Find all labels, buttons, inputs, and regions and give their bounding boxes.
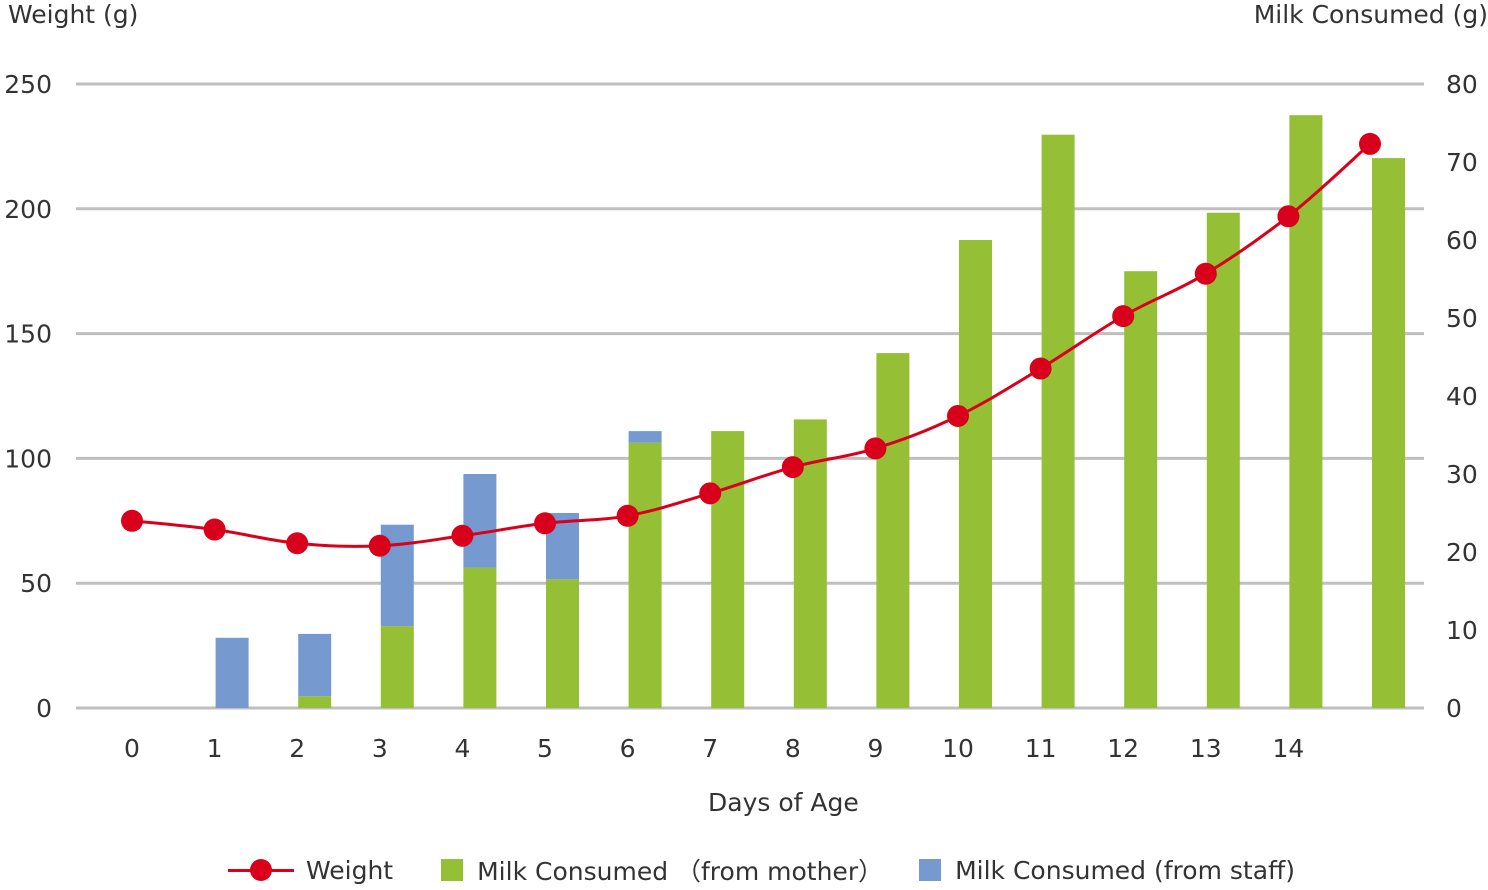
x-tick-label: 11 <box>1025 734 1057 763</box>
bar-milk-mother <box>380 626 414 708</box>
bar-milk-mother <box>546 579 579 708</box>
weight-point <box>1359 132 1381 155</box>
x-tick-label: 6 <box>620 734 636 763</box>
legend-green-square-icon <box>441 859 464 881</box>
bar-milk-mother <box>298 696 332 708</box>
legend-item-weight: Weight <box>228 856 393 885</box>
x-tick-label: 7 <box>702 734 718 763</box>
bar-milk-mother <box>711 431 745 708</box>
bar-milk-staff <box>463 474 497 568</box>
x-tick-label: 3 <box>372 734 388 763</box>
legend-line-marker-icon <box>228 859 294 881</box>
y-right-axis-title: Milk Consumed (g) <box>1253 0 1488 29</box>
bar-milk-mother <box>1041 134 1075 708</box>
weight-point <box>1029 357 1052 380</box>
weight-point <box>451 524 474 547</box>
weight-point <box>368 534 391 557</box>
x-tick-label: 9 <box>867 734 883 763</box>
weight-point <box>864 437 887 460</box>
weight-point <box>781 456 804 479</box>
bar-milk-mother <box>876 353 910 708</box>
bar-milk-mother <box>959 240 992 708</box>
legend-label-weight: Weight <box>306 855 394 885</box>
x-axis-title: Days of Age <box>708 788 859 817</box>
bar-milk-staff <box>298 633 332 697</box>
x-tick-label: 2 <box>289 734 305 763</box>
y-right-tick-label: 30 <box>1446 460 1478 489</box>
bar-milk-staff <box>628 431 662 443</box>
bar-milk-mother <box>1372 158 1405 709</box>
weight-point <box>286 532 309 555</box>
y-right-tick-label: 60 <box>1446 226 1478 255</box>
legend: Weight Milk Consumed （from mother） Milk … <box>228 850 1295 890</box>
weight-point <box>947 404 969 427</box>
y-right-tick-label: 40 <box>1446 382 1478 411</box>
weight-series <box>121 132 1381 557</box>
y-right-tick-label: 50 <box>1446 304 1478 333</box>
x-tick-label: 14 <box>1272 734 1304 763</box>
x-tick-label: 5 <box>537 734 553 763</box>
y-left-tick-label: 50 <box>20 569 52 598</box>
y-left-axis-title: Weight (g) <box>8 0 139 29</box>
weight-point <box>1112 305 1135 328</box>
y-left-tick-label: 150 <box>4 320 52 349</box>
x-tick-label: 0 <box>124 734 140 763</box>
legend-item-milk-staff: Milk Consumed (from staff) <box>919 856 1295 885</box>
legend-blue-square-icon <box>919 859 942 881</box>
y-left-tick-label: 100 <box>4 444 52 473</box>
y-right-tick-label: 10 <box>1446 616 1478 645</box>
weight-line <box>131 142 1371 548</box>
x-tick-label: 10 <box>942 734 974 763</box>
legend-label-milk-staff: Milk Consumed (from staff) <box>955 855 1295 885</box>
bar-milk-staff <box>215 637 249 708</box>
bar-milk-mother <box>1124 271 1158 708</box>
x-tick-label: 12 <box>1107 734 1139 763</box>
bars <box>215 115 1405 709</box>
weight-point <box>534 512 556 535</box>
x-tick-label: 13 <box>1190 734 1222 763</box>
y-left-tick-label: 0 <box>36 694 52 723</box>
weight-point <box>203 518 226 541</box>
y-left-tick-label: 200 <box>4 195 52 224</box>
weight-point <box>699 482 722 505</box>
weight-point <box>1277 205 1300 228</box>
gridlines <box>76 82 1424 710</box>
y-right-tick-label: 70 <box>1446 148 1478 177</box>
bar-milk-mother <box>1206 212 1240 708</box>
y-left-tick-label: 250 <box>4 70 52 99</box>
y-right-tick-label: 20 <box>1446 538 1478 567</box>
y-right-tick-label: 0 <box>1446 694 1462 723</box>
legend-item-milk-mother: Milk Consumed （from mother） <box>441 852 883 888</box>
x-tick-label: 1 <box>207 734 223 763</box>
y-right-tick-label: 80 <box>1446 70 1478 99</box>
bar-milk-mother <box>1289 115 1323 708</box>
bar-milk-mother <box>463 567 497 708</box>
x-tick-label: 4 <box>454 734 470 763</box>
weight-point <box>121 509 143 532</box>
legend-label-milk-mother: Milk Consumed （from mother） <box>477 857 884 886</box>
x-tick-label: 8 <box>785 734 801 763</box>
weight-point <box>1194 262 1217 285</box>
bar-milk-mother <box>628 442 662 708</box>
weight-point <box>616 504 639 527</box>
